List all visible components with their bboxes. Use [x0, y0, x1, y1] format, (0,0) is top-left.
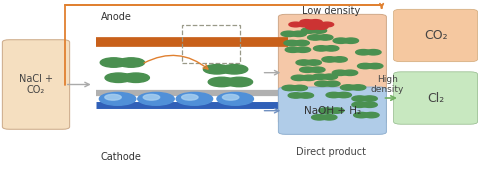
Circle shape: [122, 73, 149, 82]
Text: Anode: Anode: [101, 12, 132, 22]
Circle shape: [350, 85, 366, 90]
Circle shape: [217, 92, 253, 105]
Circle shape: [340, 85, 356, 90]
Circle shape: [100, 58, 127, 67]
Circle shape: [222, 94, 239, 100]
FancyBboxPatch shape: [394, 9, 478, 62]
Circle shape: [366, 50, 381, 55]
Circle shape: [143, 94, 160, 100]
Circle shape: [313, 46, 329, 51]
Circle shape: [308, 35, 323, 40]
Circle shape: [309, 20, 322, 24]
Circle shape: [301, 28, 317, 33]
Circle shape: [311, 28, 326, 33]
Circle shape: [332, 70, 348, 76]
Text: Direct product: Direct product: [296, 147, 366, 157]
Text: NaOH + H₂: NaOH + H₂: [304, 106, 361, 116]
Circle shape: [324, 81, 340, 87]
Circle shape: [358, 63, 373, 69]
Circle shape: [138, 92, 174, 105]
Circle shape: [319, 108, 334, 113]
Circle shape: [289, 22, 302, 27]
Circle shape: [298, 93, 313, 98]
Circle shape: [176, 92, 213, 105]
Circle shape: [320, 22, 334, 27]
Circle shape: [329, 108, 344, 113]
Circle shape: [354, 112, 369, 118]
Circle shape: [281, 31, 297, 37]
Text: High
density: High density: [371, 75, 404, 94]
Circle shape: [226, 77, 252, 87]
Text: Cathode: Cathode: [101, 152, 142, 162]
FancyBboxPatch shape: [278, 14, 386, 124]
Circle shape: [291, 31, 306, 37]
Circle shape: [301, 75, 317, 81]
Circle shape: [296, 60, 312, 65]
Circle shape: [310, 67, 325, 73]
Circle shape: [342, 70, 358, 76]
Text: NaCl +
CO₂: NaCl + CO₂: [19, 74, 53, 95]
Text: Cl₂: Cl₂: [427, 92, 444, 104]
Circle shape: [332, 57, 347, 62]
Circle shape: [306, 60, 321, 65]
Circle shape: [318, 35, 333, 40]
Circle shape: [288, 93, 303, 98]
Circle shape: [356, 50, 371, 55]
Circle shape: [343, 38, 359, 43]
Circle shape: [333, 38, 348, 43]
Circle shape: [204, 65, 230, 74]
Circle shape: [118, 58, 144, 67]
Text: CO₂: CO₂: [424, 29, 447, 42]
Circle shape: [294, 40, 309, 46]
Circle shape: [368, 63, 383, 69]
Circle shape: [300, 20, 313, 24]
Circle shape: [322, 74, 337, 79]
Circle shape: [364, 112, 379, 118]
Circle shape: [312, 22, 325, 27]
Circle shape: [315, 81, 330, 87]
FancyBboxPatch shape: [2, 40, 70, 129]
Bar: [182, 25, 240, 63]
Circle shape: [362, 102, 377, 107]
Circle shape: [314, 25, 328, 29]
FancyBboxPatch shape: [278, 87, 386, 134]
Circle shape: [322, 57, 337, 62]
Circle shape: [221, 65, 248, 74]
Circle shape: [292, 85, 307, 91]
Circle shape: [284, 40, 300, 46]
Circle shape: [324, 46, 339, 51]
Circle shape: [208, 77, 235, 87]
FancyBboxPatch shape: [394, 72, 478, 124]
Circle shape: [312, 74, 327, 79]
Circle shape: [105, 94, 121, 100]
Circle shape: [322, 115, 337, 120]
Circle shape: [295, 47, 311, 52]
Circle shape: [362, 96, 377, 101]
Circle shape: [352, 102, 367, 107]
Circle shape: [352, 96, 367, 101]
Circle shape: [312, 115, 327, 120]
Circle shape: [105, 73, 132, 82]
Circle shape: [326, 92, 341, 98]
Circle shape: [291, 75, 307, 81]
Circle shape: [306, 25, 319, 29]
Circle shape: [285, 47, 300, 52]
Circle shape: [99, 92, 136, 105]
Circle shape: [336, 92, 351, 98]
Text: Low density: Low density: [302, 6, 360, 16]
Circle shape: [298, 22, 311, 27]
Circle shape: [181, 94, 198, 100]
Circle shape: [300, 67, 315, 73]
Circle shape: [282, 85, 298, 91]
